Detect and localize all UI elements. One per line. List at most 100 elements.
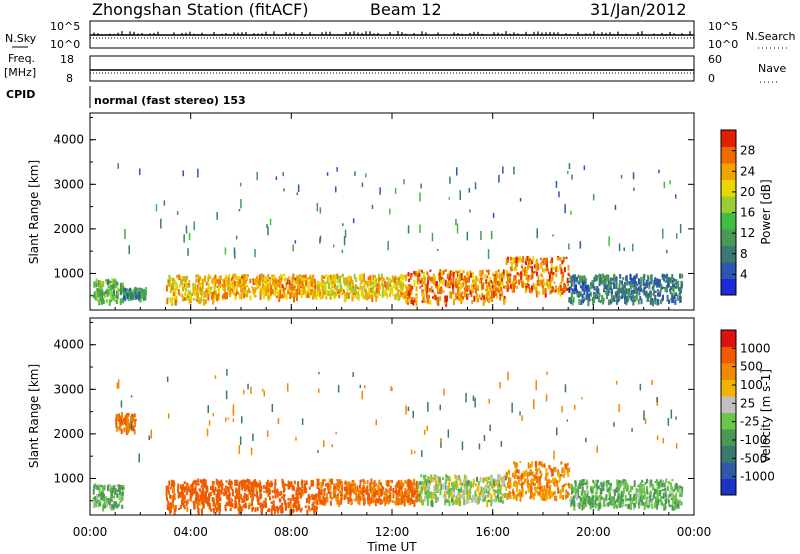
heatmap-cell (294, 240, 297, 244)
heatmap-cell (405, 405, 407, 415)
heatmap-cell (243, 492, 246, 499)
heatmap-cell (212, 277, 215, 280)
heatmap-cell (551, 492, 554, 497)
heatmap-cell (549, 282, 552, 288)
heatmap-cell (486, 492, 489, 496)
heatmap-cell (617, 500, 620, 507)
heatmap-cell (113, 285, 116, 288)
heatmap-cell (122, 291, 125, 294)
heatmap-cell (651, 380, 653, 385)
heatmap-cell (511, 402, 513, 413)
heatmap-cell (394, 284, 397, 289)
y-tick-label: 2000 (53, 222, 84, 236)
heatmap-cell (563, 484, 565, 488)
heatmap-cell (294, 294, 297, 298)
heatmap-cell (311, 276, 314, 282)
heatmap-cell (307, 288, 310, 293)
heatmap-cell (406, 489, 409, 497)
heatmap-cell (284, 288, 286, 291)
heatmap-cell (210, 291, 213, 296)
heatmap-cell (511, 491, 514, 494)
heatmap-cell (650, 499, 653, 504)
heatmap-cell (384, 490, 387, 495)
heatmap-cell (300, 494, 303, 498)
heatmap-cell (579, 291, 582, 297)
heatmap-cell (320, 482, 323, 489)
heatmap-cell (287, 501, 290, 508)
heatmap-cell (456, 292, 459, 295)
heatmap-cell (189, 290, 192, 294)
heatmap-cell (238, 496, 240, 504)
heatmap-cell (182, 498, 185, 502)
heatmap-cell (641, 479, 644, 483)
heatmap-cell (253, 493, 256, 497)
heatmap-cell (406, 298, 409, 304)
heatmap-cell (265, 275, 268, 282)
heatmap-cell (298, 289, 301, 295)
heatmap-cell (237, 292, 240, 295)
heatmap-cell (583, 490, 586, 495)
heatmap-cell (389, 492, 392, 499)
heatmap-cell (324, 274, 327, 278)
heatmap-cell (538, 467, 541, 472)
heatmap-cell (345, 280, 348, 285)
heatmap-cell (205, 499, 208, 504)
heatmap-cell (193, 479, 196, 484)
heatmap-cell (613, 296, 616, 301)
heatmap-cell (477, 480, 480, 486)
colorbar-swatch (721, 179, 736, 197)
heatmap-cell (437, 248, 439, 251)
heatmap-cell (258, 274, 261, 281)
heatmap-cell (535, 380, 537, 391)
heatmap-cell (464, 475, 466, 479)
heatmap-cell (635, 273, 638, 279)
heatmap-cell (498, 485, 501, 489)
heatmap-cell (247, 383, 249, 390)
heatmap-cell (245, 275, 248, 279)
heatmap-cell (520, 279, 523, 283)
heatmap-cell (340, 481, 343, 488)
heatmap-cell (607, 291, 610, 296)
heatmap-cell (325, 493, 328, 500)
heatmap-cell (567, 283, 570, 286)
heatmap-cell (412, 300, 415, 306)
heatmap-cell (387, 240, 389, 251)
colorbar-tick-label: -1000 (740, 470, 775, 484)
heatmap-cell (648, 479, 651, 485)
heatmap-cell (529, 485, 532, 490)
y-tick-label: 4000 (53, 133, 84, 147)
heatmap-cell (668, 299, 670, 304)
heatmap-cell (487, 495, 490, 498)
heatmap-cell (479, 279, 482, 284)
heatmap-cell (634, 282, 637, 289)
heatmap-cell (229, 293, 232, 298)
heatmap-cell (578, 299, 581, 306)
heatmap-cell (185, 225, 188, 234)
heatmap-cell (300, 294, 303, 298)
heatmap-cell (476, 476, 478, 482)
heatmap-cell (442, 477, 444, 480)
heatmap-cell (169, 501, 172, 505)
heatmap-cell (606, 480, 608, 487)
heatmap-cell (572, 296, 575, 303)
heatmap-cell (216, 480, 219, 484)
heatmap-cell (172, 480, 175, 488)
heatmap-cell (363, 286, 366, 293)
heatmap-cell (207, 294, 210, 301)
heatmap-cell (521, 494, 524, 498)
heatmap-cell (656, 281, 659, 288)
heatmap-cell (471, 494, 474, 501)
heatmap-cell (615, 299, 618, 303)
heatmap-cell (106, 500, 109, 503)
heatmap-cell (189, 495, 192, 502)
heatmap-cell (489, 288, 492, 293)
heatmap-cell (462, 279, 465, 283)
heatmap-cell (542, 490, 545, 493)
heatmap-cell (227, 276, 230, 283)
heatmap-cell (380, 276, 383, 280)
heatmap-cell (196, 497, 199, 502)
heatmap-cell (664, 499, 667, 504)
heatmap-cell (318, 372, 320, 375)
heatmap-cell (115, 501, 118, 508)
heatmap-cell (93, 281, 96, 288)
